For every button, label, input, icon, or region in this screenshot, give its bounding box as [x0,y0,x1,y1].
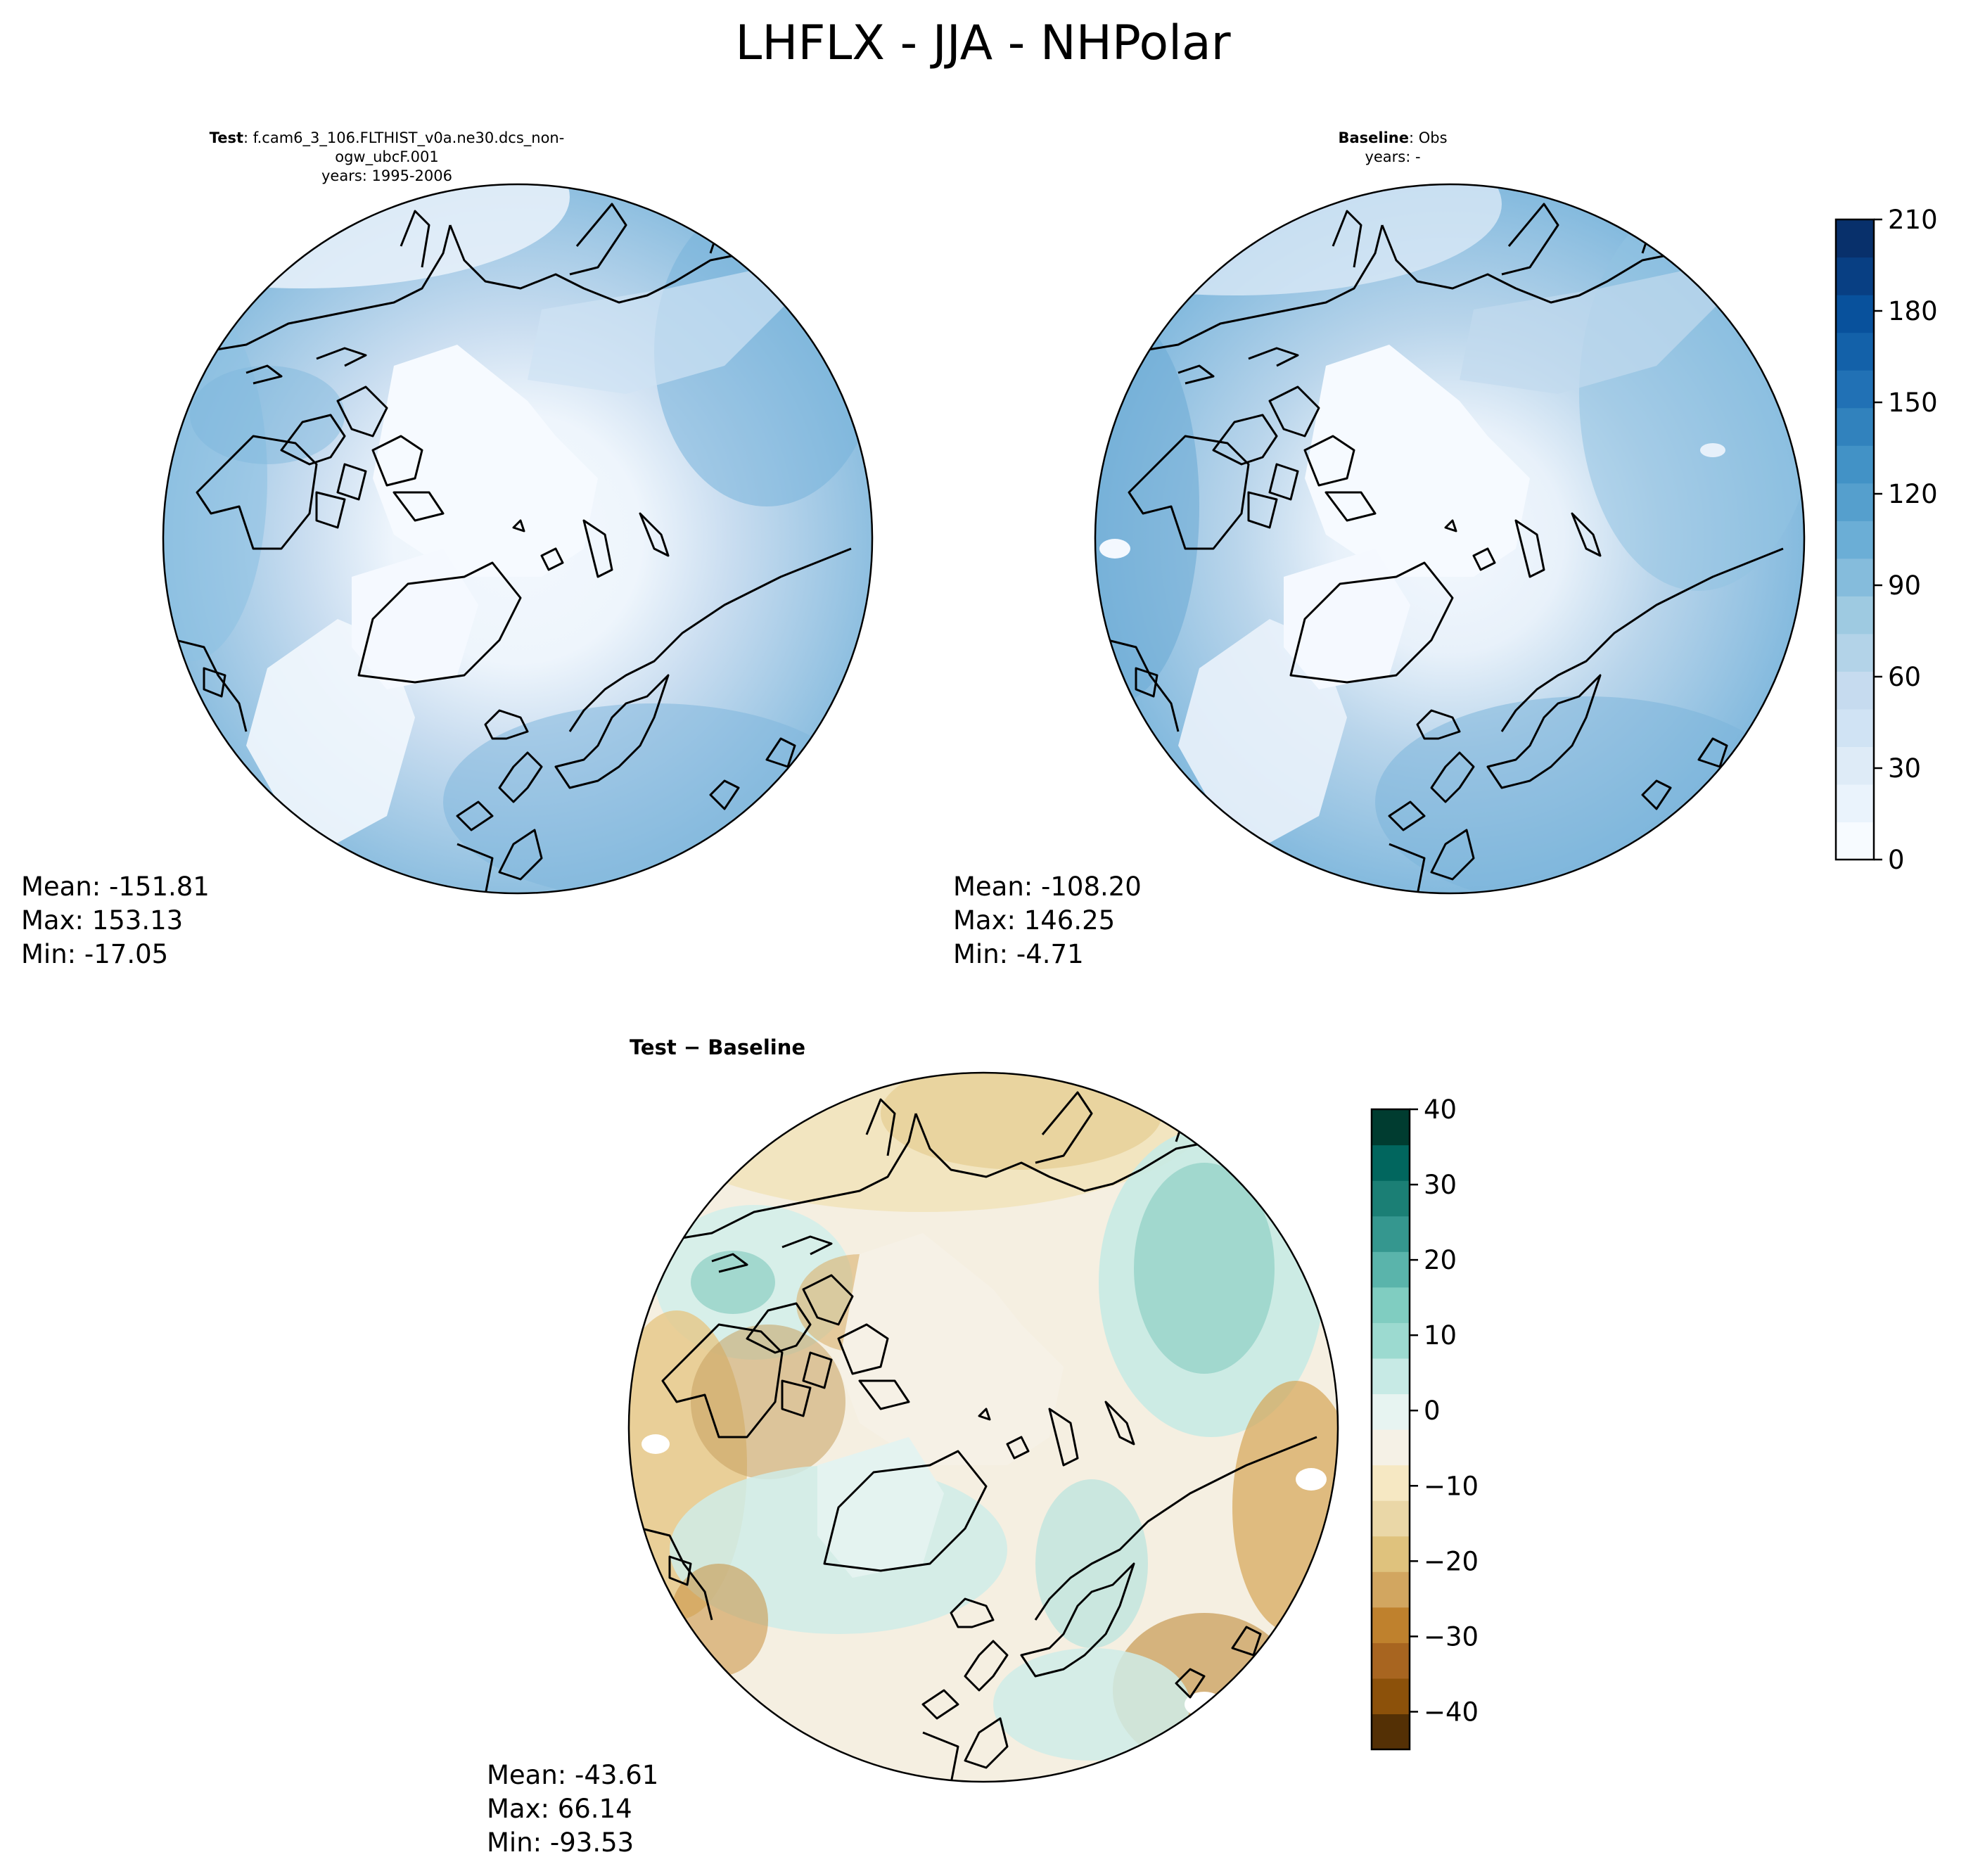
diff-stat-max: Max: 66.14 [487,1794,632,1824]
main-colorbar-tick-label: 90 [1888,570,1921,601]
diff-colorbar-tick-label: 0 [1424,1396,1441,1426]
baseline-panel-case-line: Baseline: Obs [1238,129,1547,148]
diff-colorbar-color-band [1372,1393,1410,1430]
diff-colorbar-color-band [1372,1571,1410,1608]
test-stat-max: Max: 153.13 [21,905,184,936]
main-colorbar-tick-label: 180 [1888,296,1938,326]
diff-panel-title: Test − Baseline [630,1035,806,1059]
diff-stat-mean: Mean: -43.61 [487,1760,659,1790]
diff-colorbar-outline [1370,1108,1411,1751]
diff-colorbar-color-band [1372,1500,1410,1537]
test-map-boundary [162,183,874,895]
main-colorbar-tick-label: 0 [1888,845,1905,875]
diff-colorbar-color-band [1372,1642,1410,1679]
main-colorbar-color-band [1836,558,1874,596]
diff-colorbar-color-band [1372,1287,1410,1323]
test-label-case: : f.cam6_3_106.FLTHIST_v0a.ne30.dcs_non-… [243,129,565,165]
baseline-label-bold: Baseline [1338,129,1409,146]
diff-colorbar-color-band [1372,1714,1410,1750]
test-polar-map [162,183,874,895]
test-stats: Mean: -151.81 Max: 153.13 Min: -17.05 [21,870,210,971]
main-colorbar-tick-label: 30 [1888,753,1921,784]
main-colorbar-color-band [1836,822,1874,860]
main-colorbar-color-band [1836,521,1874,559]
main-colorbar-color-band [1836,407,1874,446]
main-colorbar-color-band [1836,784,1874,823]
diff-colorbar-tick-label: −30 [1424,1621,1479,1652]
main-colorbar-color-band [1836,219,1874,258]
baseline-label-case: : Obs [1408,129,1448,146]
main-colorbar-color-band [1836,370,1874,409]
diff-colorbar-tick-label: −10 [1424,1471,1479,1501]
main-colorbar: 0 30 60 90 120 150 180 210 [1834,205,1938,875]
baseline-stat-min: Min: -4.71 [953,939,1084,969]
diff-colorbar-tick-label: 30 [1424,1170,1457,1200]
figure-title: LHFLX - JJA - NHPolar [735,15,1231,71]
main-colorbar-tick-label: 150 [1888,388,1938,418]
diff-polar-map [627,1071,1339,1783]
diff-colorbar-color-band [1372,1215,1410,1252]
main-colorbar-color-band [1836,295,1874,333]
diff-colorbar-tick-label: 20 [1424,1245,1457,1275]
diff-colorbar-color-band [1372,1180,1410,1217]
diff-colorbar-color-band [1372,1109,1410,1146]
main-colorbar-color-band [1836,445,1874,484]
main-colorbar-outline [1834,218,1875,861]
baseline-stat-max: Max: 146.25 [953,905,1116,936]
diff-colorbar-tick-label: 40 [1424,1095,1457,1125]
baseline-panel-title: Baseline: Obs years: - [1238,129,1547,167]
test-panel-title: Test: f.cam6_3_106.FLTHIST_v0a.ne30.dcs_… [162,129,612,186]
main-colorbar-color-band [1836,633,1874,672]
main-colorbar-color-band [1836,483,1874,521]
main-colorbar-tick-label: 120 [1888,479,1938,509]
test-label-bold: Test [209,129,243,146]
main-colorbar-color-band [1836,746,1874,785]
baseline-stat-mean: Mean: -108.20 [953,872,1142,902]
main-colorbar-color-band [1836,708,1874,748]
baseline-polar-map [1094,183,1806,895]
main-colorbar-color-band [1836,671,1874,710]
diff-stats: Mean: -43.61 Max: 66.14 Min: -93.53 [487,1759,658,1860]
main-colorbar-tick-label: 210 [1888,205,1938,235]
diff-map-boundary [627,1071,1339,1783]
diff-colorbar-tick-label: −40 [1424,1697,1479,1727]
diff-colorbar-color-band [1372,1251,1410,1288]
test-panel-years: years: 1995-2006 [321,167,452,184]
main-colorbar-color-band [1836,596,1874,634]
main-colorbar-color-band [1836,257,1874,295]
test-stat-mean: Mean: -151.81 [21,872,210,902]
diff-colorbar-tick-label: 10 [1424,1320,1457,1351]
test-stat-min: Min: -17.05 [21,939,169,969]
diff-colorbar-color-band [1372,1144,1410,1181]
baseline-panel-years: years: - [1365,148,1421,165]
diff-colorbar: −40 −30 −20 −10 0 10 20 30 40 [1370,1095,1479,1751]
test-panel-case-line: Test: f.cam6_3_106.FLTHIST_v0a.ne30.dcs_… [162,129,612,167]
diff-stat-min: Min: -93.53 [487,1827,634,1858]
baseline-stats: Mean: -108.20 Max: 146.25 Min: -4.71 [953,870,1142,971]
main-colorbar-tick-label: 60 [1888,662,1921,692]
diff-colorbar-color-band [1372,1358,1410,1395]
diff-colorbar-color-band [1372,1536,1410,1572]
diff-colorbar-color-band [1372,1429,1410,1466]
diff-colorbar-tick-label: −20 [1424,1546,1479,1576]
diff-colorbar-color-band [1372,1678,1410,1715]
baseline-map-boundary [1094,183,1806,895]
diff-colorbar-color-band [1372,1322,1410,1359]
diff-colorbar-color-band [1372,1607,1410,1643]
diff-colorbar-color-band [1372,1465,1410,1501]
main-colorbar-color-band [1836,332,1874,371]
